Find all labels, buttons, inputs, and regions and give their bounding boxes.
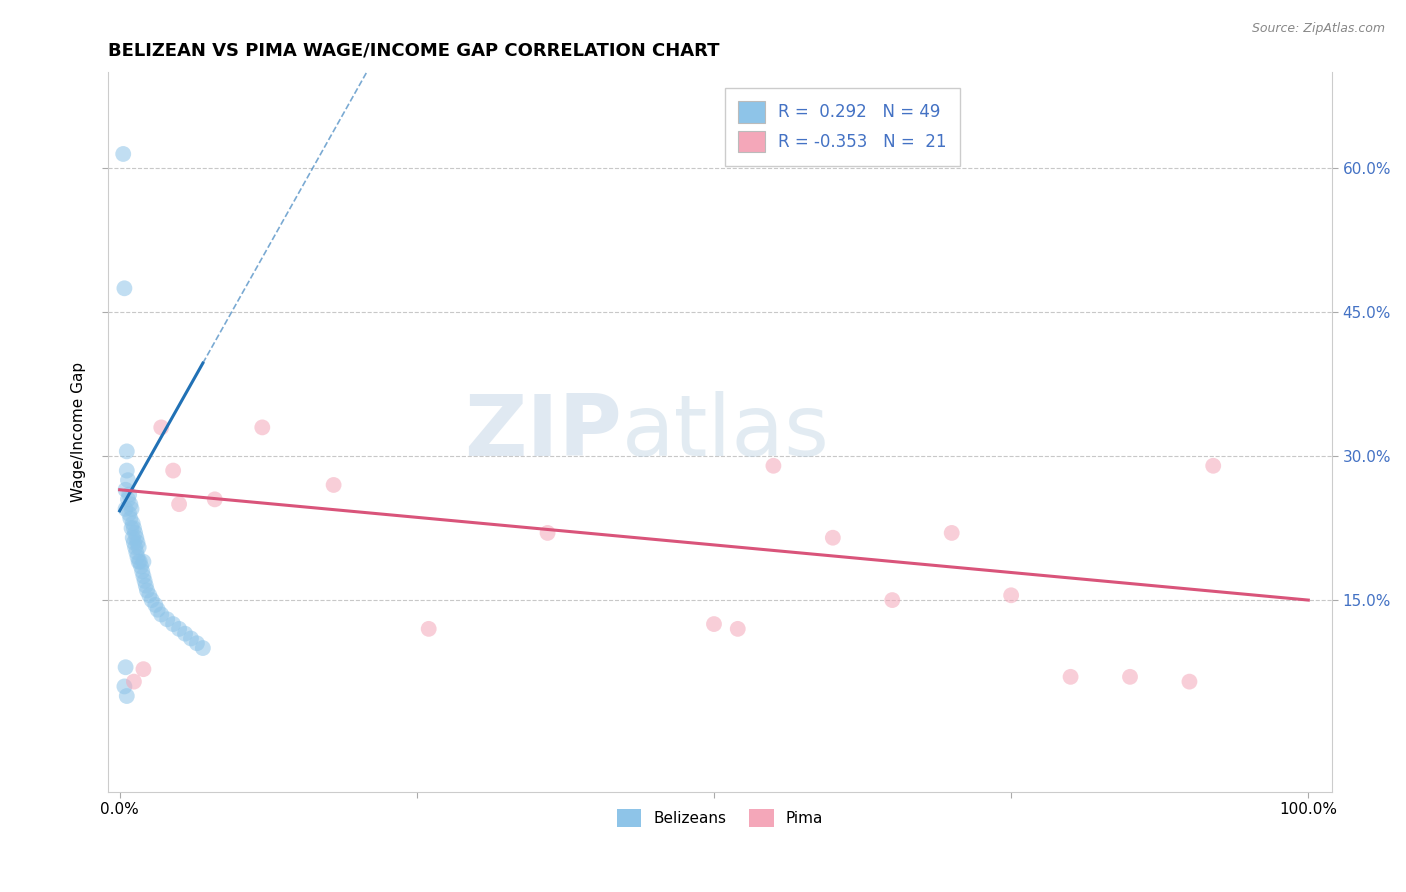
Point [1119,670,1142,684]
Point [1000,588,1022,602]
Point [122,521,145,535]
Point [128,541,150,555]
Point [821,531,844,545]
Point [128,555,150,569]
Point [129,559,152,574]
Point [125,531,148,545]
Point [167,497,190,511]
Point [114,660,136,674]
Point [204,492,226,507]
Point [115,689,138,703]
Point [418,622,440,636]
Point [180,632,202,646]
Point [117,492,139,507]
Point [132,555,155,569]
Point [118,507,141,521]
Point [125,545,148,559]
Point [132,569,155,583]
Text: BELIZEAN VS PIMA WAGE/INCOME GAP CORRELATION CHART: BELIZEAN VS PIMA WAGE/INCOME GAP CORRELA… [108,42,720,60]
Point [120,511,142,525]
Text: atlas: atlas [621,391,830,474]
Point [162,464,184,478]
Point [121,502,143,516]
Point [127,535,149,549]
Point [322,478,344,492]
Point [134,574,156,588]
Point [143,598,166,612]
Point [1178,674,1201,689]
Text: ZIP: ZIP [464,391,621,474]
Point [150,420,173,434]
Point [136,583,159,598]
Point [162,617,184,632]
Point [114,483,136,497]
Point [727,622,749,636]
Legend: Belizeans, Pima: Belizeans, Pima [609,802,831,835]
Point [128,555,150,569]
Y-axis label: Wage/Income Gap: Wage/Income Gap [72,362,86,502]
Point [112,281,135,295]
Point [150,607,173,622]
Point [1059,670,1081,684]
Point [186,636,208,650]
Point [141,593,163,607]
Point [536,525,558,540]
Point [112,147,135,161]
Point [112,680,135,694]
Point [167,622,190,636]
Point [121,531,143,545]
Point [135,579,157,593]
Point [1202,458,1225,473]
Point [122,674,145,689]
Point [156,612,179,626]
Point [703,617,725,632]
Point [115,464,138,478]
Point [191,641,214,656]
Point [132,662,155,676]
Point [121,521,143,535]
Point [121,516,143,531]
Point [882,593,904,607]
Point [146,602,169,616]
Point [117,473,139,487]
Point [114,502,136,516]
Point [122,535,145,549]
Point [124,541,146,555]
Point [762,458,785,473]
Point [115,444,138,458]
Point [941,525,963,540]
Point [120,497,142,511]
Point [252,420,274,434]
Point [138,588,160,602]
Point [127,549,149,564]
Point [174,626,197,640]
Point [131,564,153,578]
Point [118,487,141,501]
Point [124,525,146,540]
Text: Source: ZipAtlas.com: Source: ZipAtlas.com [1251,22,1385,36]
